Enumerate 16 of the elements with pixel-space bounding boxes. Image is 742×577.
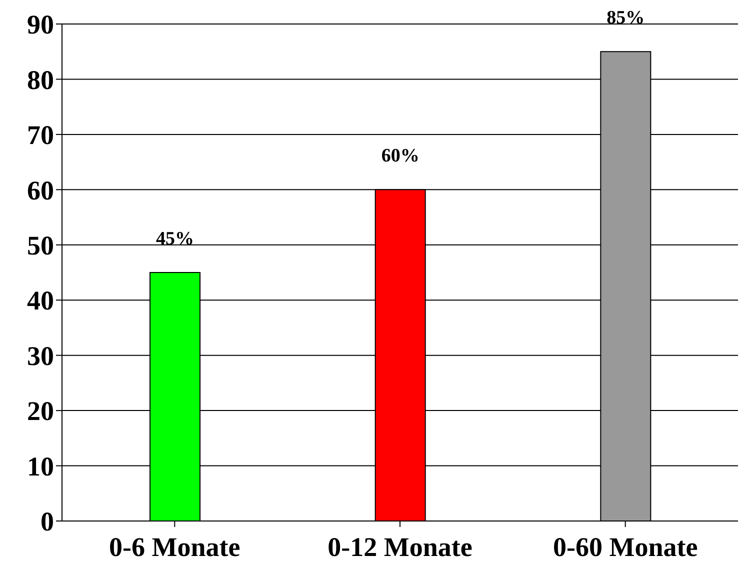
data-label: 45% <box>156 228 194 250</box>
x-tick-label: 0-6 Monate <box>109 532 240 562</box>
y-tick-label: 40 <box>27 286 54 316</box>
y-tick-label: 90 <box>27 10 54 40</box>
y-tick-label: 70 <box>27 120 54 150</box>
y-tick-label: 30 <box>27 340 54 371</box>
y-tick-label: 60 <box>27 175 54 206</box>
x-tick-label: 0-12 Monate <box>328 532 472 562</box>
y-tick-label: 0 <box>40 506 54 537</box>
data-label: 60% <box>381 146 420 167</box>
y-tick-label: 50 <box>27 230 54 260</box>
y-tick-label: 10 <box>27 451 54 482</box>
data-label: 85% <box>606 8 645 29</box>
y-tick-label: 80 <box>27 64 54 95</box>
x-tick-label: 0-60 Monate <box>552 532 698 562</box>
y-tick-label: 20 <box>27 396 54 426</box>
